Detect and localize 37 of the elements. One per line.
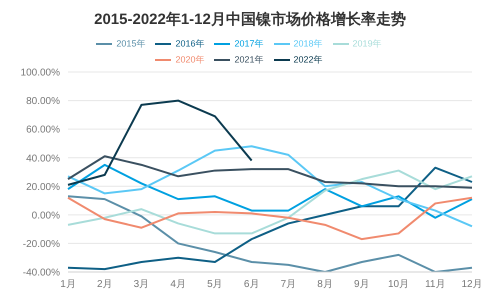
y-tick-label: -20.00% (22, 238, 60, 250)
x-tick-label: 9月 (354, 279, 370, 290)
x-tick-label: 1月 (60, 279, 76, 290)
x-tick-label: 3月 (134, 279, 150, 290)
line-series (67, 166, 473, 270)
y-tick-label: 40.00% (26, 153, 60, 164)
x-tick-label: 2月 (96, 279, 113, 290)
legend-label: 2017年 (234, 38, 264, 48)
legend-label: 2016年 (175, 38, 204, 48)
x-tick-label: 7月 (280, 279, 296, 290)
y-tick-label: 20.00% (26, 182, 60, 193)
y-tick-label: 60.00% (26, 124, 60, 136)
x-tick-label: 10月 (388, 279, 410, 290)
chart-title: 2015-2022年1-12月中国镍市场价格增长率走势 (93, 10, 407, 30)
y-tick-label: -40.00% (22, 268, 60, 279)
y-tick-label: 80.00% (26, 96, 60, 108)
legend-label: 2021年 (234, 54, 264, 64)
line-series (67, 164, 473, 219)
line-series (67, 155, 473, 189)
line-series (67, 195, 473, 272)
legend-label: 2015年 (116, 38, 146, 48)
line-series (67, 170, 473, 234)
x-tick-label: 6月 (244, 279, 260, 290)
x-tick-label: 11月 (425, 279, 446, 290)
y-tick-label: 100.00% (20, 68, 60, 79)
x-tick-label: 5月 (207, 279, 223, 290)
y-tick-label: 0.00% (32, 210, 60, 222)
legend-label: 2019年 (352, 38, 382, 48)
legend-label: 2020年 (175, 54, 204, 64)
legend-label: 2018年 (294, 38, 323, 48)
x-tick-label: 8月 (317, 279, 333, 290)
legend-label: 2022年 (294, 54, 323, 64)
line-series (67, 145, 473, 228)
x-tick-label: 4月 (170, 279, 186, 290)
line-series (67, 196, 473, 240)
line-series (67, 100, 253, 186)
x-tick-label: 12月 (461, 279, 483, 290)
